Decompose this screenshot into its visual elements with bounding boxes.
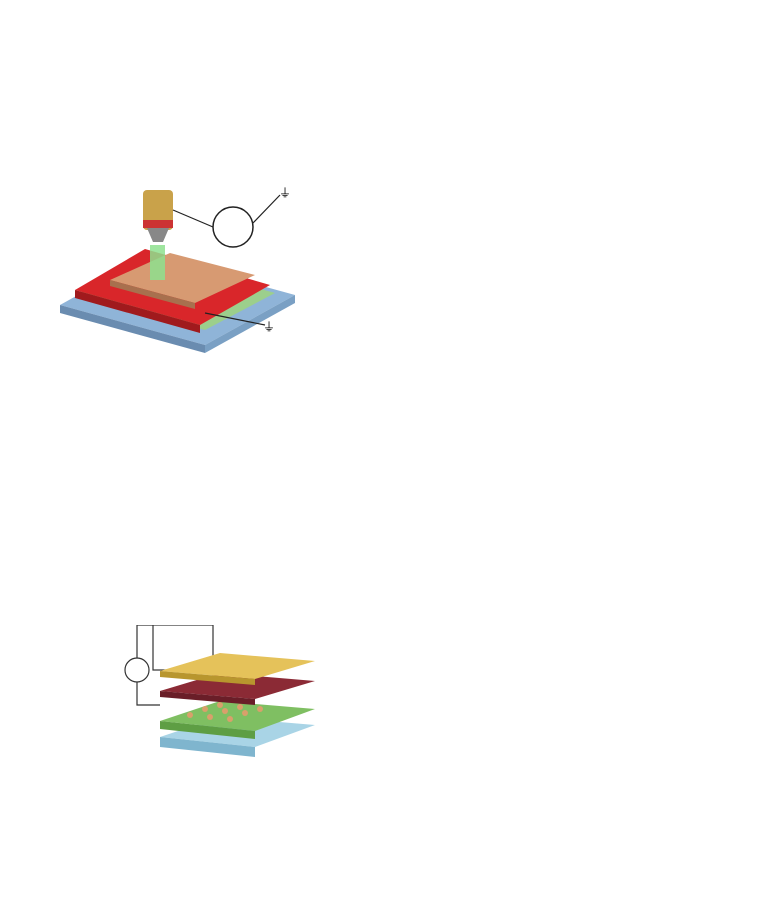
voltmeter-icon xyxy=(212,206,254,248)
raman-spectra-chart xyxy=(300,180,768,909)
molecular-layer xyxy=(160,701,315,731)
transport-device-illustration xyxy=(124,625,315,757)
voltmeter-icon xyxy=(124,657,150,683)
raman-device-illustration: ⏚ ⏚ xyxy=(60,186,295,353)
laser-beam xyxy=(150,245,165,280)
svg-text:⏚: ⏚ xyxy=(263,320,275,334)
molecule-structures xyxy=(0,0,768,175)
svg-text:⏚: ⏚ xyxy=(279,186,291,200)
top-electrode xyxy=(110,253,255,303)
top-electrode-gold xyxy=(160,653,315,679)
